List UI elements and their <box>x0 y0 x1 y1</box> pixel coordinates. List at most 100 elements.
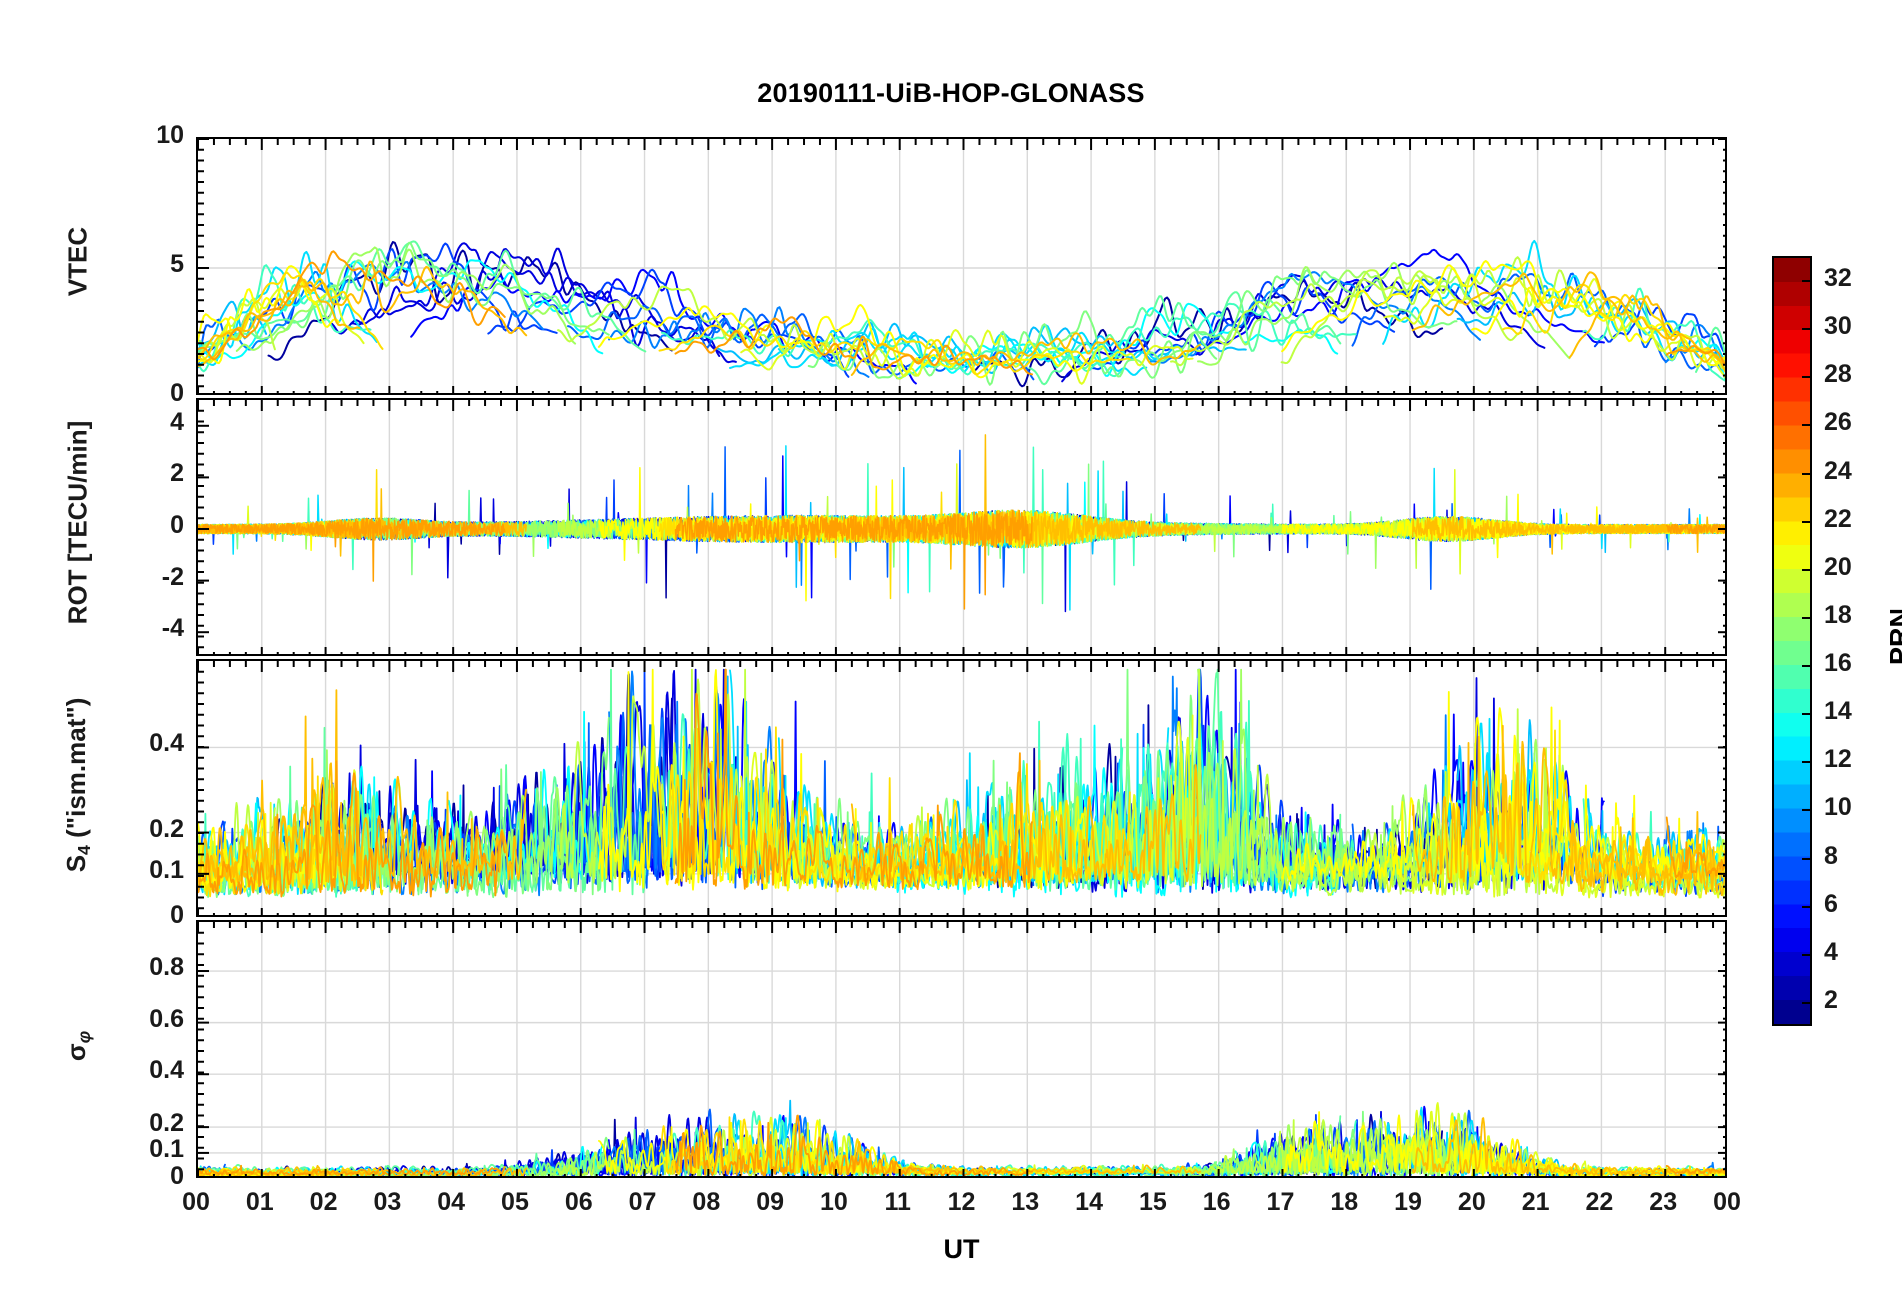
series-line <box>658 324 1131 376</box>
colorbar-tick-label-13: 28 <box>1824 360 1852 389</box>
x-tick-label-18: 18 <box>1330 1188 1359 1216</box>
colorbar-tick-mark-11 <box>1802 472 1812 475</box>
series-line <box>198 1128 647 1173</box>
y-tick-label-rot-0: 4 <box>170 407 184 436</box>
series-line <box>1028 291 1342 386</box>
x-tick-label-0: 00 <box>182 1188 210 1216</box>
series-line <box>557 285 941 380</box>
panel-vtec <box>196 137 1727 395</box>
series-line <box>1411 724 1725 888</box>
colorbar-label: PRN <box>1884 608 1902 666</box>
series-line <box>1281 691 1725 882</box>
series-line <box>991 302 1357 369</box>
x-tick-label-2: 02 <box>309 1188 338 1216</box>
series-line <box>198 250 378 367</box>
colorbar-tick-label-14: 30 <box>1824 312 1852 341</box>
series-line <box>1665 345 1725 367</box>
y-tick-label-sigma-phi-0: 0 <box>170 1162 184 1190</box>
series-line <box>1197 261 1571 366</box>
colorbar-tick-label-8: 18 <box>1824 600 1852 629</box>
y-tick-label-rot-2: 0 <box>170 511 184 539</box>
y-tick-label-rot-4: -4 <box>161 614 184 643</box>
panel-sigma-phi <box>196 920 1727 1178</box>
series-line <box>410 268 917 385</box>
x-tick-label-16: 16 <box>1202 1188 1231 1216</box>
series-line <box>1411 271 1725 373</box>
panel-s4 <box>196 659 1727 917</box>
series-line <box>198 250 506 361</box>
x-tick-label-6: 06 <box>564 1188 593 1216</box>
x-tick-label-17: 17 <box>1266 1188 1295 1216</box>
plot-canvas-rot <box>198 400 1725 654</box>
colorbar-tick-mark-5 <box>1802 761 1812 764</box>
colorbar-tick-mark-7 <box>1802 665 1812 668</box>
series-line <box>1665 1165 1725 1174</box>
y-tick-label-vtec-1: 5 <box>170 250 184 278</box>
x-tick-label-4: 04 <box>437 1188 466 1216</box>
y-tick-label-vtec-0: 0 <box>170 379 184 407</box>
colorbar-tick-mark-14 <box>1802 328 1812 331</box>
series-line <box>198 517 506 582</box>
plot-canvas-sigma-phi <box>198 922 1725 1176</box>
series-line <box>235 246 577 352</box>
gridlines <box>198 922 1725 1176</box>
series-line <box>350 247 737 364</box>
series-line <box>198 281 361 360</box>
tick-marks <box>198 139 1725 393</box>
data-series-group <box>198 434 1725 613</box>
colorbar-tick-mark-13 <box>1802 376 1812 379</box>
colorbar-tick-label-0: 2 <box>1824 985 1838 1014</box>
data-series-group <box>198 1099 1725 1176</box>
series-line <box>1665 816 1725 879</box>
y-tick-label-vtec-2: 10 <box>156 121 184 149</box>
series-line <box>198 240 647 353</box>
y-tick-label-sigma-phi-2: 0.2 <box>149 1109 184 1138</box>
colorbar-tick-label-5: 12 <box>1824 745 1852 774</box>
x-tick-label-15: 15 <box>1138 1188 1167 1216</box>
y-tick-label-sigma-phi-3: 0.4 <box>149 1056 184 1085</box>
x-tick-label-7: 07 <box>628 1188 657 1216</box>
x-tick-label-8: 08 <box>692 1188 721 1216</box>
series-line <box>198 297 276 358</box>
series-line <box>1195 248 1605 356</box>
x-tick-label-11: 11 <box>884 1188 911 1216</box>
x-tick-label-3: 03 <box>373 1188 402 1216</box>
series-line <box>674 1114 1033 1176</box>
x-tick-label-5: 05 <box>501 1188 529 1216</box>
axis-label-vtec: VTEC <box>62 226 93 297</box>
series-line <box>1351 503 1725 590</box>
y-tick-label-s4-1: 0.1 <box>149 855 184 884</box>
y-tick-label-rot-1: 2 <box>170 459 184 488</box>
colorbar-tick-mark-2 <box>1802 905 1812 908</box>
tick-marks <box>198 661 1725 915</box>
axis-label-sigma-phi: σφ <box>61 1030 94 1062</box>
colorbar-tick-mark-8 <box>1802 616 1812 619</box>
colorbar-tick-mark-15 <box>1802 280 1812 283</box>
series-line <box>198 689 361 884</box>
x-tick-label-21: 21 <box>1521 1188 1550 1216</box>
tick-marks <box>198 400 1725 654</box>
colorbar-tick-label-4: 10 <box>1824 793 1852 822</box>
x-tick-label-13: 13 <box>1011 1188 1040 1216</box>
x-tick-label-23: 23 <box>1649 1188 1678 1216</box>
y-tick-label-s4-0: 0 <box>170 901 184 929</box>
series-line <box>198 1136 610 1176</box>
y-tick-label-s4-3: 0.4 <box>149 729 184 758</box>
series-line <box>198 1165 361 1175</box>
axis-label-s4: S4 ("ism.mat") <box>61 697 94 873</box>
series-line <box>674 509 1033 610</box>
colorbar-tick-mark-12 <box>1802 424 1812 427</box>
panel-rot <box>196 398 1727 656</box>
y-tick-label-s4-2: 0.2 <box>149 814 184 843</box>
page-title: 20190111-UiB-HOP-GLONASS <box>757 78 1145 108</box>
series-line <box>198 259 604 361</box>
series-line <box>198 260 528 367</box>
x-tick-label-9: 09 <box>756 1188 785 1216</box>
x-tick-label-20: 20 <box>1457 1188 1486 1216</box>
colorbar-tick-mark-4 <box>1802 809 1812 812</box>
series-line <box>1383 771 1725 899</box>
colorbar-prn <box>1772 256 1812 1026</box>
y-tick-label-sigma-phi-4: 0.6 <box>149 1004 184 1033</box>
series-line <box>198 760 506 898</box>
